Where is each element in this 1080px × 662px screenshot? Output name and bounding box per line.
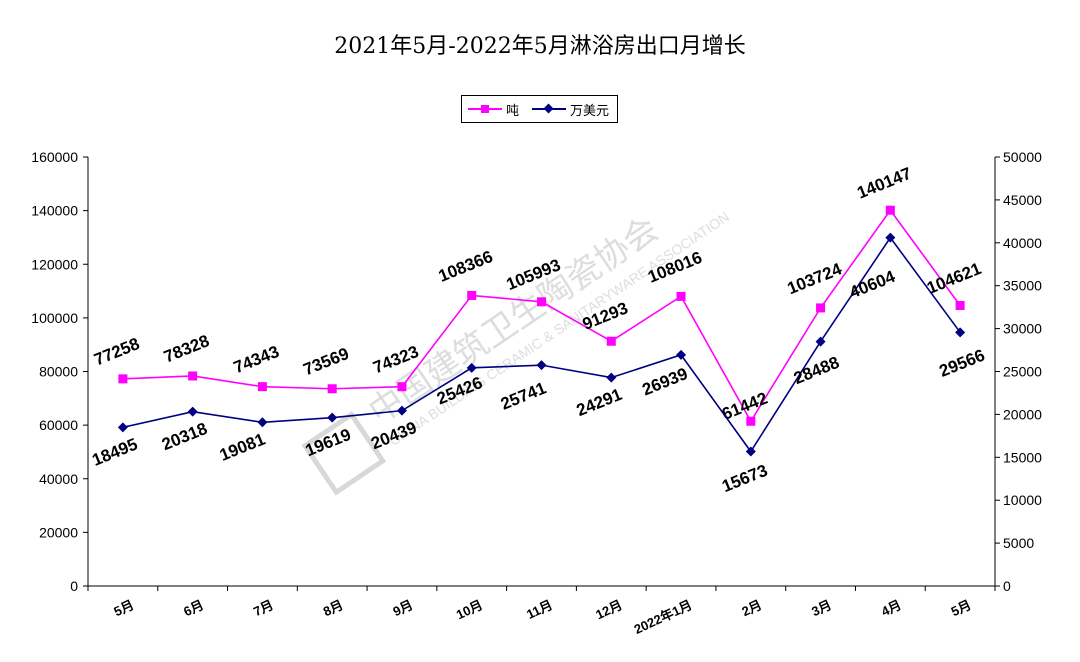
- series-tons-point: [467, 290, 477, 300]
- y-left-tick-label: 100000: [31, 310, 78, 326]
- y-left-tick-label: 40000: [39, 471, 78, 487]
- series-usd-data-label: 26939: [640, 364, 691, 399]
- y-left-tick-label: 140000: [31, 203, 78, 219]
- series-usd-data-label: 40604: [847, 267, 898, 303]
- series-usd-point: [815, 336, 826, 347]
- x-tick-label: 10月: [454, 597, 485, 622]
- series-usd-data-label: 25741: [498, 378, 549, 413]
- series-tons-data-label: 74343: [231, 342, 282, 377]
- x-tick-label: 6月: [181, 597, 206, 619]
- series-usd-point: [257, 417, 268, 428]
- chart-title: 2021年5月-2022年5月淋浴房出口月增长: [334, 34, 746, 59]
- y-left-tick-label: 60000: [39, 417, 78, 433]
- x-tick-label: 5月: [949, 597, 974, 619]
- series-tons-point: [118, 374, 128, 384]
- series-usd-data-label: 24291: [574, 385, 625, 420]
- y-right-tick-label: 30000: [1003, 321, 1042, 337]
- series-usd-data-label: 29566: [937, 346, 988, 381]
- x-tick-label: 2022年1月: [632, 597, 695, 637]
- series-usd-point: [745, 446, 756, 457]
- series-tons-point: [955, 300, 965, 310]
- series-usd-point: [536, 360, 547, 371]
- x-tick-label: 5月: [111, 597, 136, 619]
- series-usd-point: [606, 372, 617, 383]
- y-right-tick-label: 50000: [1003, 149, 1042, 165]
- series-tons-point: [188, 371, 198, 381]
- y-right-tick-label: 15000: [1003, 449, 1042, 465]
- x-tick-label: 12月: [593, 597, 624, 622]
- x-tick-label: 4月: [879, 597, 904, 619]
- legend-swatch-tons: [468, 103, 502, 115]
- series-tons-data-label: 108366: [436, 247, 496, 286]
- series-tons-point: [397, 382, 407, 392]
- series-tons-point: [816, 303, 826, 313]
- x-tick-label: 2月: [739, 597, 764, 619]
- y-left-tick-label: 160000: [31, 149, 78, 165]
- series-tons-data-label: 104621: [924, 259, 984, 298]
- series-usd-point: [396, 405, 407, 416]
- legend-item-tons: 吨: [468, 96, 519, 122]
- x-tick-label: 7月: [251, 597, 276, 619]
- series-usd-data-label: 15673: [719, 461, 770, 496]
- legend-label-tons: 吨: [506, 102, 520, 118]
- series-tons-point: [537, 297, 546, 307]
- series-tons-point: [746, 416, 756, 426]
- legend: 吨 万美元: [461, 95, 618, 123]
- series-tons-point: [257, 382, 267, 392]
- y-right-tick-label: 0: [1003, 578, 1011, 594]
- x-tick-label: 11月: [524, 597, 555, 622]
- y-right-tick-label: 40000: [1003, 235, 1042, 251]
- series-usd-data-label: 20318: [159, 419, 210, 454]
- series-tons-point: [606, 336, 616, 346]
- series-tons-point: [676, 291, 686, 301]
- series-usd-point: [187, 406, 198, 417]
- y-right-tick-label: 25000: [1003, 364, 1042, 380]
- series-tons-data-label: 73569: [301, 344, 352, 379]
- series-usd-point: [955, 327, 966, 338]
- y-right-tick-label: 20000: [1003, 406, 1042, 422]
- y-left-tick-label: 80000: [39, 364, 78, 380]
- y-left-tick-label: 120000: [31, 256, 78, 272]
- x-tick-label: 3月: [809, 597, 834, 619]
- y-right-tick-label: 35000: [1003, 278, 1042, 294]
- y-left-tick-label: 0: [70, 578, 78, 594]
- x-tick-label: 9月: [391, 597, 416, 619]
- series-tons-data-label: 103724: [785, 259, 845, 298]
- y-right-tick-label: 45000: [1003, 192, 1042, 208]
- y-left-tick-label: 20000: [39, 524, 78, 540]
- legend-label-usd: 万美元: [570, 102, 610, 118]
- series-usd-point: [117, 422, 128, 433]
- y-right-tick-label: 5000: [1003, 535, 1034, 551]
- series-usd-point: [885, 232, 896, 243]
- series-tons-data-label: 77258: [91, 334, 142, 369]
- legend-item-usd: 万美元: [532, 96, 609, 122]
- series-tons-data-label: 140147: [854, 164, 914, 203]
- series-usd-data-label: 18495: [89, 435, 140, 470]
- watermark-logo: [301, 411, 387, 496]
- y-right-tick-label: 10000: [1003, 492, 1042, 508]
- x-tick-label: 8月: [321, 597, 346, 619]
- series-tons-data-label: 78328: [161, 331, 212, 366]
- series-usd-point: [327, 412, 338, 423]
- legend-swatch-usd: [532, 103, 566, 115]
- watermark-en: CHINA BUILDING CERAMIC & SANITARYWARE AS…: [386, 208, 732, 448]
- series-usd-data-label: 19081: [217, 430, 268, 465]
- series-usd-data-label: 28488: [791, 353, 842, 388]
- series-usd-point: [676, 349, 687, 360]
- series-tons-point: [885, 205, 895, 215]
- series-tons-point: [327, 384, 337, 394]
- series-usd-point: [466, 362, 477, 373]
